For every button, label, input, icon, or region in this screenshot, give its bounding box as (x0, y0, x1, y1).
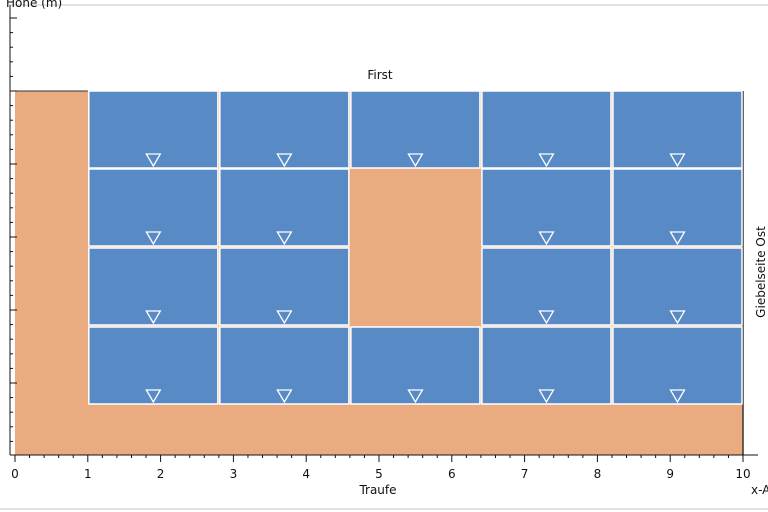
x-tick-label: 9 (666, 467, 674, 481)
panel-body (481, 326, 612, 405)
panel-body (88, 168, 219, 247)
panel-body (612, 168, 743, 247)
traufe-label: Traufe (358, 483, 396, 497)
triangle-down-icon (407, 389, 424, 404)
solar-panel[interactable] (219, 247, 350, 326)
panel-body (481, 168, 612, 247)
solar-panel[interactable] (350, 326, 481, 405)
x-tick-label: 8 (594, 467, 602, 481)
gable-east-label: Giebelseite Ost (754, 226, 768, 318)
solar-panel[interactable] (481, 247, 612, 326)
panel-body (219, 168, 350, 247)
panel-body (350, 326, 481, 405)
solar-panel[interactable] (481, 168, 612, 247)
panel-body (219, 247, 350, 326)
x-axis-label: x-A (751, 483, 768, 497)
solar-panel[interactable] (612, 168, 743, 247)
x-tick-label: 0 (11, 467, 19, 481)
solar-panel[interactable] (219, 168, 350, 247)
solar-panel[interactable] (219, 326, 350, 405)
triangle-down-icon (145, 231, 162, 246)
solar-panel[interactable] (481, 326, 612, 405)
panel-body (88, 326, 219, 405)
solar-panel[interactable] (88, 326, 219, 405)
triangle-down-icon (669, 310, 686, 325)
x-tick-label: 2 (157, 467, 165, 481)
panel-body (612, 90, 743, 169)
x-tick-label: 10 (735, 467, 750, 481)
panel-body (88, 90, 219, 169)
panel-body (612, 247, 743, 326)
triangle-down-icon (145, 389, 162, 404)
panel-body (88, 247, 219, 326)
x-tick-label: 6 (448, 467, 456, 481)
triangle-down-icon (538, 231, 555, 246)
panel-body (219, 326, 350, 405)
triangle-down-icon (538, 310, 555, 325)
triangle-down-icon (276, 310, 293, 325)
solar-panel[interactable] (612, 247, 743, 326)
solar-panel[interactable] (350, 90, 481, 169)
panel-body (612, 326, 743, 405)
triangle-down-icon (538, 153, 555, 168)
solar-panel[interactable] (481, 90, 612, 169)
triangle-down-icon (538, 389, 555, 404)
triangle-down-icon (669, 389, 686, 404)
x-tick-label: 7 (521, 467, 529, 481)
solar-panel[interactable] (612, 326, 743, 405)
triangle-down-icon (407, 153, 424, 168)
x-tick-label: 1 (84, 467, 92, 481)
panel-body (481, 90, 612, 169)
triangle-down-icon (669, 231, 686, 246)
solar-panel[interactable] (88, 168, 219, 247)
triangle-down-icon (276, 389, 293, 404)
triangle-down-icon (145, 310, 162, 325)
panel-body (219, 90, 350, 169)
solar-panel[interactable] (88, 90, 219, 169)
x-tick-label: 4 (302, 467, 310, 481)
solar-panel[interactable] (219, 90, 350, 169)
triangle-down-icon (669, 153, 686, 168)
solar-panel[interactable] (88, 247, 219, 326)
triangle-down-icon (145, 153, 162, 168)
triangle-down-icon (276, 153, 293, 168)
triangle-down-icon (276, 231, 293, 246)
panel-body (350, 90, 481, 169)
first-label: First (367, 68, 393, 82)
x-tick-label: 5 (375, 467, 383, 481)
solar-panel[interactable] (612, 90, 743, 169)
x-tick-label: 3 (230, 467, 238, 481)
panel-body (481, 247, 612, 326)
y-axis-label: Höhe (m) (6, 0, 62, 10)
